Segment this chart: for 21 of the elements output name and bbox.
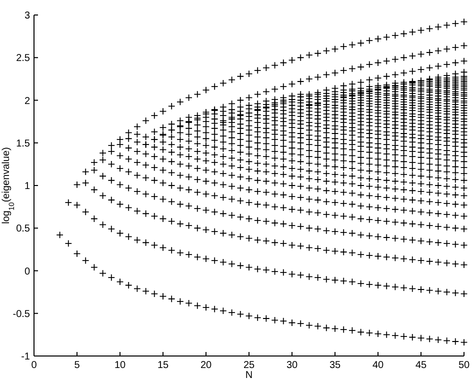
x-tick-label: 30: [286, 360, 298, 371]
y-tick-label: 3: [24, 10, 30, 22]
y-tick-label: 2: [24, 96, 30, 107]
x-tick-label: 5: [74, 360, 80, 371]
y-tick-label: 1.5: [16, 138, 30, 150]
y-tick-label: -0.5: [12, 308, 30, 320]
y-tick-label: 0: [24, 266, 30, 278]
x-tick-label: 45: [415, 360, 427, 371]
x-tick-label: 50: [458, 360, 470, 371]
x-axis-title: N: [245, 370, 253, 379]
y-tick-label: 2.5: [16, 53, 30, 64]
x-tick-label: 0: [31, 360, 38, 371]
x-tick-label: 35: [329, 360, 341, 371]
x-tick-label: 15: [157, 360, 169, 371]
y-tick-label: 0.5: [16, 224, 30, 235]
x-tick-label: 40: [372, 360, 384, 371]
y-tick-label: -1: [21, 352, 30, 362]
x-tick-label: 10: [114, 360, 126, 371]
y-tick-label: 1: [24, 181, 30, 192]
x-tick-label: 20: [200, 360, 212, 371]
x-tick-label: 25: [243, 360, 255, 371]
